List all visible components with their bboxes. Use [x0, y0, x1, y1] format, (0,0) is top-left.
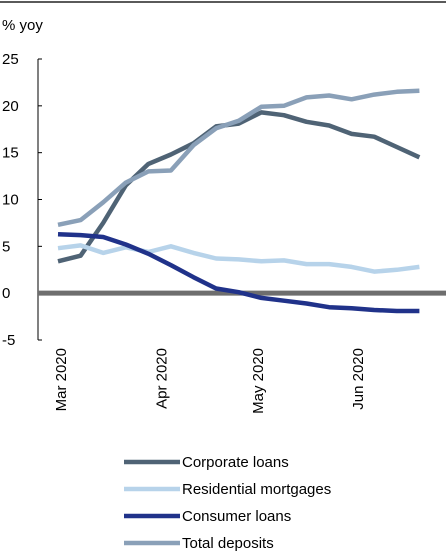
- series-line-consumer-loans: [57, 231, 420, 314]
- series-line-residential-mortgages: [57, 243, 420, 274]
- series-line-corporate-loans: [57, 110, 421, 264]
- series-lines: [57, 88, 421, 314]
- y-tick-label: 20: [2, 98, 19, 115]
- legend-label-corporate-loans: Corporate loans: [182, 454, 289, 471]
- x-tick-label: Apr 2020: [153, 348, 170, 409]
- legend-label-consumer-loans: Consumer loans: [182, 508, 291, 525]
- legend: Corporate loans Residential mortgages Cons…: [124, 454, 331, 551]
- y-tick-label: 15: [2, 145, 19, 162]
- y-axis-label: % yoy: [2, 17, 43, 34]
- y-tick-label: -5: [2, 332, 15, 349]
- x-tick-label: May 2020: [250, 348, 267, 414]
- y-axis-ticks: 25 20 15 10 5 0 -5: [2, 51, 42, 349]
- y-tick-label: 5: [2, 238, 10, 255]
- y-tick-label: 10: [2, 192, 19, 209]
- legend-label-total-deposits: Total deposits: [182, 535, 274, 551]
- x-tick-label: Jun 2020: [350, 348, 367, 410]
- series-line-total-deposits: [57, 88, 420, 228]
- x-tick-label: Mar 2020: [53, 348, 70, 411]
- x-axis-ticks: Mar 2020 Apr 2020 May 2020 Jun 2020: [53, 348, 367, 414]
- legend-label-residential-mortgages: Residential mortgages: [182, 481, 331, 498]
- y-tick-label: 0: [2, 285, 10, 302]
- y-tick-label: 25: [2, 51, 19, 68]
